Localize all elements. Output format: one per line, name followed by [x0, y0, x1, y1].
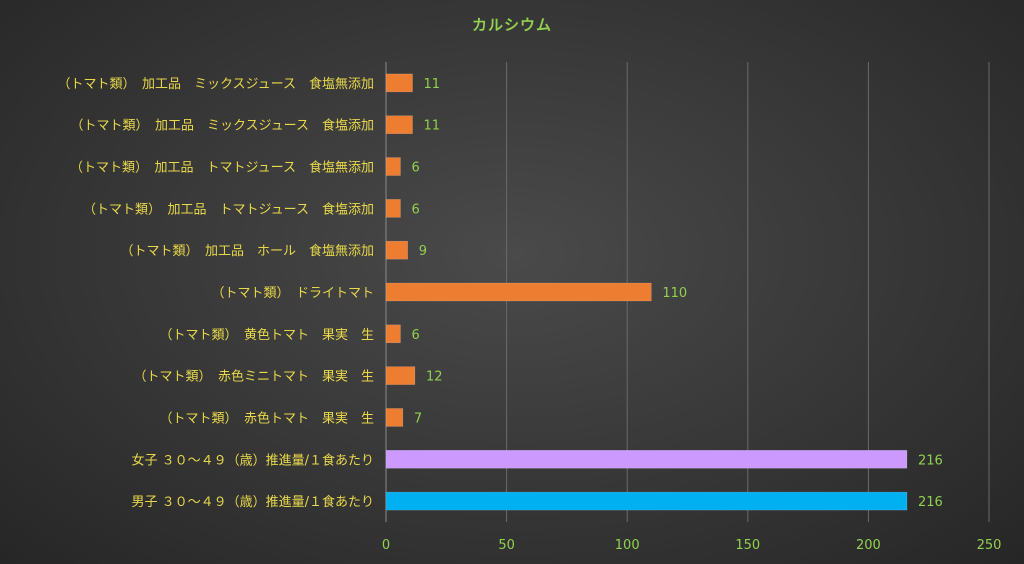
value-label: 11 — [424, 77, 441, 92]
value-label: 12 — [426, 370, 443, 385]
value-label: 11 — [424, 119, 441, 134]
category-labels: （トマト類） 加工品 ミックスジュース 食塩無添加 （トマト類） 加工品 ミックス… — [57, 76, 374, 510]
value-label: 6 — [411, 328, 419, 343]
value-label: 6 — [411, 161, 419, 176]
value-label: 110 — [662, 286, 687, 301]
value-label: 216 — [918, 495, 943, 510]
x-tick-label: 250 — [977, 538, 1002, 553]
x-tick-label: 150 — [735, 538, 760, 553]
x-tick-label: 200 — [856, 538, 881, 553]
category-label: 女子 ３０～４９（歳）推進量/１食あたり — [131, 452, 374, 468]
x-tick-label: 50 — [498, 538, 515, 553]
bar — [385, 282, 652, 302]
value-label: 7 — [414, 411, 422, 426]
bar — [385, 450, 908, 469]
category-label: （トマト類） 加工品 ホール 食塩無添加 — [120, 243, 374, 259]
category-label: （トマト類） 加工品 ミックスジュース 食塩添加 — [70, 118, 374, 134]
category-label: 男子 ３０～４９（歳）推進量/１食あたり — [131, 494, 374, 510]
category-label: （トマト類） 赤色ミニトマト 果実 生 — [133, 369, 374, 385]
bar — [385, 491, 908, 511]
bar — [385, 115, 413, 134]
bar — [385, 240, 408, 260]
category-label: （トマト類） 赤色トマト 果実 生 — [159, 410, 374, 426]
bar — [385, 366, 416, 385]
bar — [385, 199, 401, 218]
value-labels: 11 11 6 6 9 110 6 12 7 216 216 — [411, 77, 942, 510]
value-label: 9 — [419, 244, 427, 259]
x-tick-label: 0 — [382, 538, 390, 553]
bar — [385, 73, 413, 93]
x-tick-label: 100 — [615, 538, 640, 553]
value-label: 216 — [918, 453, 943, 468]
category-label: （トマト類） 加工品 トマトジュース 食塩添加 — [83, 201, 374, 217]
category-label: （トマト類） ドライトマト — [211, 286, 374, 301]
category-label: （トマト類） 加工品 トマトジュース 食塩無添加 — [70, 160, 374, 176]
category-label: （トマト類） 黄色トマト 果実 生 — [159, 327, 374, 343]
bar — [385, 408, 404, 427]
x-axis-ticks: 0 50 100 150 200 250 — [382, 538, 1002, 553]
bars — [385, 73, 908, 511]
bar — [385, 324, 401, 344]
category-label: （トマト類） 加工品 ミックスジュース 食塩無添加 — [57, 76, 374, 92]
value-label: 6 — [411, 202, 419, 217]
bar — [385, 157, 401, 176]
chart-title: カルシウム — [471, 16, 552, 34]
